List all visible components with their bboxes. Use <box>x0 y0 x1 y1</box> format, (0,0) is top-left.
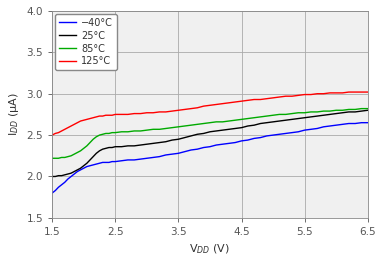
−40°C <box>119 159 124 162</box>
−40°C <box>94 163 99 166</box>
85°C <box>365 107 370 110</box>
125°C <box>347 90 351 94</box>
125°C <box>119 113 124 116</box>
−40°C <box>88 164 92 167</box>
−40°C <box>189 148 193 151</box>
25°C <box>214 129 219 133</box>
Line: 85°C: 85°C <box>52 109 368 158</box>
85°C <box>50 157 54 160</box>
85°C <box>88 141 92 144</box>
−40°C <box>315 127 319 130</box>
Legend: −40°C, 25°C, 85°C, 125°C: −40°C, 25°C, 85°C, 125°C <box>55 14 117 70</box>
Line: −40°C: −40°C <box>52 123 368 193</box>
125°C <box>189 107 193 110</box>
Line: 25°C: 25°C <box>52 110 368 176</box>
25°C <box>50 175 54 178</box>
X-axis label: V$_{DD}$ (V): V$_{DD}$ (V) <box>190 242 231 256</box>
85°C <box>94 135 99 138</box>
85°C <box>214 120 219 123</box>
25°C <box>119 145 124 148</box>
85°C <box>359 107 364 110</box>
125°C <box>214 103 219 106</box>
85°C <box>189 124 193 127</box>
25°C <box>88 158 92 161</box>
Y-axis label: I$_{DD}$ (μA): I$_{DD}$ (μA) <box>7 93 21 136</box>
85°C <box>119 130 124 133</box>
25°C <box>189 134 193 138</box>
−40°C <box>359 121 364 124</box>
125°C <box>94 115 99 118</box>
125°C <box>365 90 370 94</box>
125°C <box>88 117 92 120</box>
125°C <box>50 134 54 137</box>
25°C <box>365 109 370 112</box>
−40°C <box>365 121 370 124</box>
25°C <box>94 152 99 155</box>
25°C <box>315 114 319 118</box>
85°C <box>315 110 319 114</box>
−40°C <box>214 143 219 146</box>
Line: 125°C: 125°C <box>52 92 368 135</box>
−40°C <box>50 191 54 195</box>
125°C <box>315 92 319 95</box>
